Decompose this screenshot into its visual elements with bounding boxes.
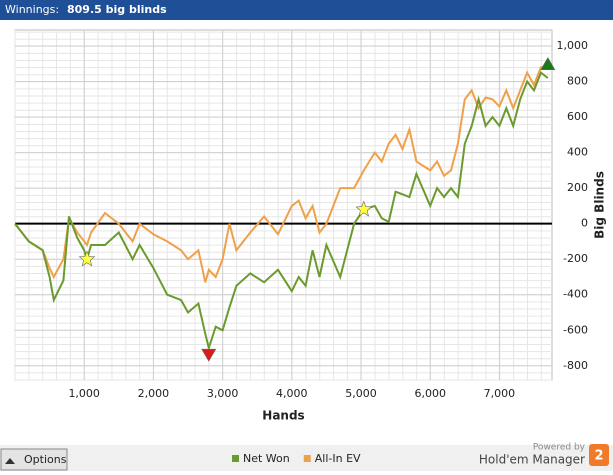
- options-label: Options: [24, 453, 67, 466]
- brand-badge: [589, 444, 609, 466]
- x-tick-label: 4,000: [276, 387, 308, 400]
- title-label: Winnings:: [5, 3, 59, 16]
- options-button[interactable]: [0, 448, 68, 471]
- legend-swatch: [232, 455, 239, 462]
- brand: Hold'em Manager: [479, 453, 585, 467]
- x-tick-label: 5,000: [345, 387, 377, 400]
- y-tick-label: 800: [567, 75, 588, 88]
- x-tick-label: 3,000: [207, 387, 239, 400]
- y-tick-label: -600: [563, 323, 588, 336]
- marker: [201, 348, 217, 362]
- title-bar: [0, 0, 613, 20]
- powered-by: Powered by: [533, 443, 586, 453]
- y-axis-label: Big Blinds: [593, 171, 607, 239]
- y-tick-label: -200: [563, 252, 588, 265]
- legend-label: All-In EV: [315, 452, 361, 465]
- y-tick-label: -400: [563, 288, 588, 301]
- series-line: [14, 70, 549, 352]
- plot-area: [14, 29, 553, 381]
- y-tick-label: 0: [581, 217, 588, 230]
- x-axis-label: Hands: [262, 409, 304, 423]
- y-tick-label: 400: [567, 146, 588, 159]
- series-line: [14, 66, 548, 283]
- legend-swatch: [303, 455, 311, 462]
- x-tick-label: 1,000: [68, 387, 100, 400]
- marker: [355, 200, 373, 217]
- y-tick-label: 200: [567, 181, 588, 194]
- options-arrow: [5, 458, 15, 464]
- x-tick-label: 2,000: [138, 387, 170, 400]
- y-tick-label: -800: [563, 359, 588, 372]
- marker: [78, 250, 96, 267]
- x-tick-label: 6,000: [414, 387, 446, 400]
- y-tick-label: 1,000: [557, 39, 589, 52]
- y-tick-label: 600: [567, 110, 588, 123]
- brand-badge-text: 2: [594, 449, 603, 464]
- marker: [540, 57, 556, 71]
- x-tick-label: 7,000: [484, 387, 516, 400]
- title-value: 809.5 big blinds: [67, 3, 167, 16]
- legend-label: Net Won: [243, 452, 290, 465]
